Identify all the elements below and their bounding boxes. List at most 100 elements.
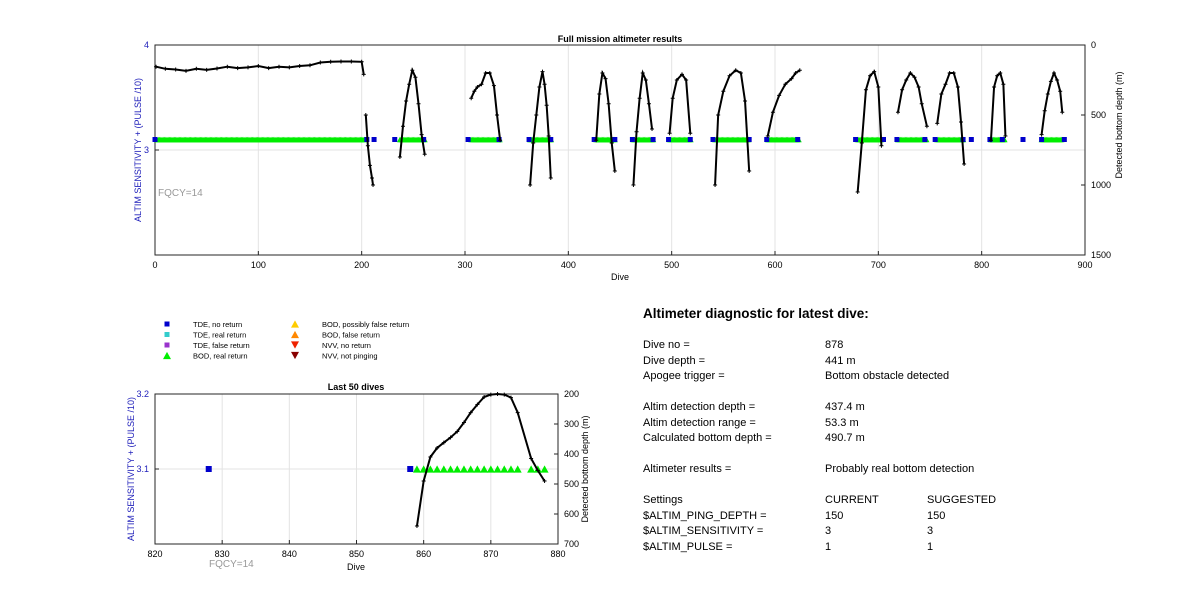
bod-real-return-marker bbox=[486, 465, 495, 473]
bottom-fqcy-annotation: FQCY=14 bbox=[209, 559, 254, 570]
depth-line-segment bbox=[1040, 70, 1064, 135]
depth-point bbox=[600, 71, 605, 75]
depth-point bbox=[904, 78, 909, 82]
depth-point bbox=[743, 99, 748, 103]
setting-name: $ALTIM_SENSITIVITY = bbox=[643, 525, 764, 537]
depth-point bbox=[534, 113, 539, 117]
depth-point bbox=[365, 143, 370, 148]
bottom-y-right-tick-label: 600 bbox=[564, 509, 579, 519]
depth-point bbox=[988, 138, 993, 143]
legend-marker-tde-no-return bbox=[164, 321, 170, 327]
depth-point bbox=[407, 82, 412, 87]
bottom-y-right-tick-label: 300 bbox=[564, 419, 579, 429]
tde-no-return-marker bbox=[371, 137, 377, 142]
depth-point bbox=[634, 129, 639, 134]
tde-no-return-marker bbox=[392, 137, 398, 142]
tde-no-return-marker bbox=[407, 466, 414, 472]
depth-point bbox=[1060, 110, 1065, 115]
tde-no-return-marker bbox=[710, 137, 716, 142]
bottom-x-tick-label: 860 bbox=[416, 549, 431, 559]
depth-point bbox=[537, 85, 542, 89]
bottom-y-right-tick-label: 500 bbox=[564, 479, 579, 489]
depth-point bbox=[502, 392, 507, 397]
depth-point bbox=[1048, 79, 1053, 84]
detect-range-value: 53.3 m bbox=[825, 416, 859, 429]
depth-point bbox=[939, 92, 944, 96]
depth-point bbox=[1042, 108, 1047, 113]
depth-point bbox=[684, 78, 689, 82]
depth-point bbox=[308, 63, 312, 68]
bottom-ticks: 820 830 840 850 860 870 880 3.1 3.2 200 300 400 500 6… bbox=[136, 389, 579, 559]
tde-no-return-marker bbox=[987, 137, 993, 142]
bottom-x-tick-label: 830 bbox=[215, 549, 230, 559]
depth-point bbox=[777, 93, 782, 98]
tde-no-return-marker bbox=[205, 466, 212, 472]
legend-label: BOD, false return bbox=[322, 331, 380, 340]
bottom-y-right-tick-label: 200 bbox=[564, 389, 579, 399]
depth-point bbox=[542, 479, 547, 483]
dive-depth-row: Dive depth = 441 m bbox=[643, 355, 1163, 371]
dive-depth-value: 441 m bbox=[825, 354, 856, 367]
main-x-label: Dive bbox=[611, 272, 629, 282]
depth-point bbox=[783, 82, 788, 87]
main-x-tick-label: 700 bbox=[871, 260, 886, 270]
depth-point bbox=[947, 71, 952, 75]
depth-point bbox=[1039, 132, 1044, 137]
depth-point bbox=[163, 66, 168, 71]
bod-real-return-marker bbox=[426, 465, 435, 473]
depth-point bbox=[215, 66, 219, 71]
dive-no-row: Dive no = 878 bbox=[643, 339, 1163, 355]
bottom-y-right-tick-label: 700 bbox=[564, 539, 579, 549]
legend-marker-tde-false-return bbox=[164, 342, 170, 348]
bottom-x-tick-label: 850 bbox=[349, 549, 364, 559]
depth-point bbox=[413, 75, 418, 80]
depth-point bbox=[597, 92, 602, 96]
depth-line-segment bbox=[936, 72, 966, 165]
bottom-x-tick-label: 820 bbox=[147, 549, 162, 559]
detect-depth-label: Altim detection depth = bbox=[643, 401, 756, 413]
depth-point bbox=[482, 395, 487, 399]
depth-point bbox=[594, 138, 599, 143]
calc-depth-value: 490.7 m bbox=[825, 432, 865, 444]
depth-point bbox=[483, 71, 488, 75]
depth-point bbox=[900, 87, 905, 92]
depth-point bbox=[528, 183, 533, 187]
depth-point bbox=[688, 131, 693, 136]
depth-point bbox=[951, 71, 956, 75]
depth-point bbox=[879, 143, 884, 148]
depth-point bbox=[495, 392, 500, 396]
results-value: Probably real bottom detection bbox=[825, 463, 975, 475]
tde-no-return-marker bbox=[922, 137, 928, 142]
suggested-header: SUGGESTED bbox=[927, 494, 997, 506]
depth-point bbox=[235, 66, 240, 71]
depth-point bbox=[895, 110, 900, 115]
depth-point bbox=[495, 113, 500, 117]
bod-real-return-marker bbox=[480, 465, 489, 473]
depth-point bbox=[487, 71, 492, 75]
legend-label: BOD, possibly false return bbox=[322, 320, 409, 329]
depth-point bbox=[529, 456, 534, 461]
setting-row: $ALTIM_SENSITIVITY = 3 3 bbox=[643, 525, 1163, 541]
depth-point bbox=[367, 163, 372, 168]
depth-point bbox=[419, 132, 424, 137]
main-y-right-label: Detected bottom depth (m) bbox=[1114, 71, 1124, 178]
depth-point bbox=[919, 101, 924, 106]
legend-marker-bod-possibly-false-return bbox=[291, 320, 299, 328]
depth-point bbox=[868, 73, 873, 78]
depth-point bbox=[643, 78, 648, 82]
depth-point bbox=[328, 59, 333, 64]
depth-point bbox=[414, 524, 419, 528]
depth-point bbox=[770, 110, 775, 115]
depth-point bbox=[468, 410, 473, 415]
apogee-row: Apogee trigger = Bottom obstacle detected bbox=[643, 370, 1163, 386]
apogee-value: Bottom obstacle detected bbox=[825, 370, 950, 382]
depth-line-segment bbox=[668, 72, 692, 134]
depth-point bbox=[246, 65, 250, 70]
bottom-x-tick-label: 880 bbox=[550, 549, 565, 559]
depth-point bbox=[943, 82, 948, 87]
main-fqcy-annotation: FQCY=14 bbox=[158, 188, 203, 199]
depth-point bbox=[542, 82, 547, 87]
depth-point bbox=[498, 138, 503, 143]
depth-point bbox=[716, 113, 721, 117]
